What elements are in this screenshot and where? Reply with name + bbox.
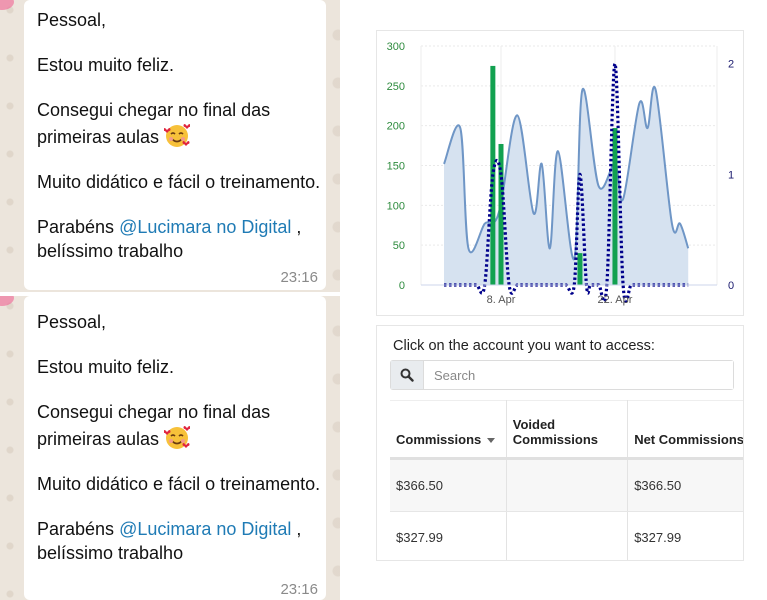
search-box[interactable] — [390, 360, 734, 390]
message-text: Parabéns — [37, 519, 120, 539]
message-paragraph: Parabéns @Lucimara no Digital , belíssim… — [37, 215, 326, 263]
cell-net: $366.50 — [627, 458, 743, 512]
message-bubble: Pessoal, Estou muito feliz. Consegui chega… — [24, 0, 326, 290]
y-left-tick-label: 100 — [387, 200, 405, 212]
message-paragraph: Pessoal, — [37, 310, 326, 334]
message-text: Muito didático e fácil o treinamento. — [37, 474, 321, 494]
mention-link[interactable]: @Lucimara no Digital — [119, 217, 292, 237]
whatsapp-chat-top: Pessoal, Estou muito feliz. Consegui chega… — [0, 0, 340, 292]
message-text: Consegui chegar no final das primeiras a… — [37, 100, 271, 147]
column-header-commissions[interactable]: Commissions — [390, 400, 507, 460]
message-text: Pessoal, — [37, 312, 107, 332]
message-text: Estou muito feliz. — [37, 357, 175, 377]
area-series-fill — [444, 86, 689, 285]
column-bar — [498, 143, 504, 285]
message-paragraph: Estou muito feliz. — [37, 53, 326, 77]
y-right-tick-label: 1 — [728, 169, 734, 181]
cell-voided — [506, 458, 629, 512]
dotted-series-line — [444, 62, 689, 303]
message-paragraph: Consegui chegar no final das primeiras a… — [37, 400, 326, 451]
avatar — [0, 296, 14, 306]
y-left-tick-label: 200 — [387, 121, 405, 133]
account-prompt: Click on the account you want to access: — [393, 338, 655, 354]
smiling-face-with-hearts-icon — [164, 124, 191, 147]
message-bubble: Pessoal, Estou muito feliz. Consegui chega… — [24, 296, 326, 600]
message-paragraph: Pessoal, — [37, 8, 326, 32]
commissions-chart: 0 50 100 150 200 250 300 0 1 2 8. Apr 22. Apr — [376, 30, 744, 316]
cell-commissions: $366.50 — [390, 458, 507, 512]
cell-net: $327.99 — [627, 511, 743, 560]
mention-link[interactable]: @Lucimara no Digital — [119, 519, 292, 539]
cell-commissions: $327.99 — [390, 511, 507, 560]
y-left-tick-label: 150 — [387, 161, 405, 173]
y-left-tick-label: 300 — [387, 41, 405, 53]
search-input[interactable] — [424, 361, 733, 389]
message-text: Parabéns — [37, 217, 120, 237]
message-text: Muito didático e fácil o treinamento. — [37, 172, 321, 192]
whatsapp-chat-bottom: Pessoal, Estou muito feliz. Consegui chega… — [0, 296, 340, 600]
cell-voided — [506, 511, 629, 560]
column-bar — [577, 253, 583, 285]
y-left-tick-label: 250 — [387, 81, 405, 93]
smiling-face-with-hearts-icon — [164, 426, 191, 449]
avatar — [0, 0, 14, 10]
account-selector: Click on the account you want to access:… — [376, 325, 744, 561]
table-row[interactable]: $366.50 $366.50 — [390, 458, 743, 512]
message-text: Estou muito feliz. — [37, 55, 175, 75]
message-time: 23:16 — [280, 269, 318, 286]
message-paragraph: Estou muito feliz. — [37, 355, 326, 379]
message-paragraph: Parabéns @Lucimara no Digital , belíssim… — [37, 517, 326, 565]
y-left-tick-label: 50 — [393, 240, 405, 252]
column-bar — [612, 128, 618, 285]
x-tick-label: 8. Apr — [487, 294, 516, 306]
message-paragraph: Consegui chegar no final das primeiras a… — [37, 98, 326, 149]
message-text: Consegui chegar no final das primeiras a… — [37, 402, 271, 449]
y-right-tick-label: 0 — [728, 280, 734, 292]
message-time: 23:16 — [280, 581, 318, 598]
y-right-tick-label: 2 — [728, 59, 734, 71]
message-text: , belíssimo trabalho — [37, 519, 302, 563]
column-header-voided-commissions[interactable]: Voided Commissions — [506, 400, 629, 460]
search-icon — [400, 368, 414, 382]
message-paragraph: Muito didático e fácil o treinamento. — [37, 170, 326, 194]
x-tick-label: 22. Apr — [598, 294, 633, 306]
sort-desc-icon[interactable] — [487, 438, 496, 444]
accounts-table: Commissions Voided Commissions Net Commi… — [390, 400, 743, 560]
column-header-net-commissions[interactable]: Net Commissions — [627, 400, 743, 460]
y-left-tick-label: 0 — [399, 280, 405, 292]
message-text: Pessoal, — [37, 10, 107, 30]
table-row[interactable]: $327.99 $327.99 — [390, 511, 743, 560]
message-text: , belíssimo trabalho — [37, 217, 302, 261]
message-paragraph: Muito didático e fácil o treinamento. — [37, 472, 326, 496]
search-button[interactable] — [391, 361, 424, 389]
chart-svg: 0 50 100 150 200 250 300 0 1 2 8. Apr 22. Apr — [387, 41, 734, 306]
